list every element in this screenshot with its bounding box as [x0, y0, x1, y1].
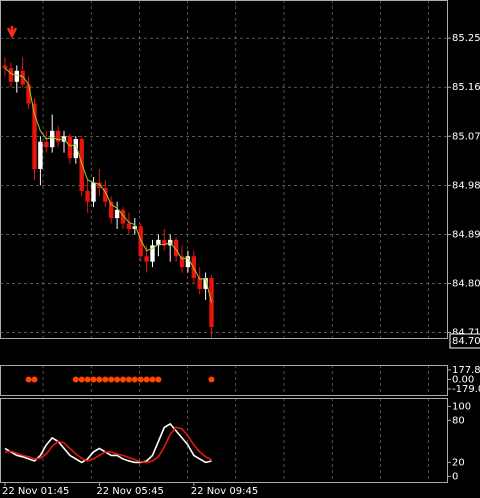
arrow-signal — [6, 26, 18, 39]
y-tick-label: 20 — [452, 457, 465, 468]
candle-body — [156, 239, 161, 246]
signal-dot — [137, 376, 144, 383]
signal-dot — [25, 376, 32, 383]
signal-dot — [72, 376, 79, 383]
y-tick-label: 0 — [452, 471, 458, 482]
candle-body — [97, 182, 102, 189]
y-tick-label: 100 — [452, 401, 471, 412]
y-tick-label: -179.0 — [452, 384, 480, 395]
pane-frame — [0, 398, 448, 483]
candle-body — [197, 278, 202, 289]
signal-dot — [131, 376, 138, 383]
signal-dot — [102, 376, 109, 383]
candle-body — [55, 130, 61, 142]
y-tick-label: 85.250 — [452, 33, 480, 44]
signal-dot — [120, 376, 126, 383]
candle-body — [203, 278, 208, 289]
candle-body — [173, 239, 179, 257]
candle-body — [120, 209, 126, 224]
oscillator-line — [4, 426, 212, 464]
candle-body — [91, 182, 96, 202]
candle-body — [162, 239, 167, 246]
signal-dot — [90, 376, 97, 383]
candle-body — [44, 141, 49, 148]
y-tick-label: 84.890 — [452, 229, 480, 240]
y-tick-label: 177.86 — [452, 365, 480, 376]
candle-body — [50, 130, 55, 148]
candle-body — [132, 226, 137, 229]
candle-body — [179, 256, 185, 268]
candle-body — [8, 68, 14, 82]
candle-body — [38, 141, 43, 169]
candle-body — [126, 223, 132, 229]
candle-body — [114, 209, 120, 219]
price-label: 84.70 — [452, 336, 480, 347]
x-tick-label: 22 Nov 09:45 — [191, 486, 258, 497]
signal-dot — [143, 376, 150, 383]
x-tick-label: 22 Nov 05:45 — [96, 486, 163, 497]
candle-body — [109, 201, 114, 219]
signal-dot — [108, 376, 115, 383]
signal-dot — [149, 376, 156, 383]
y-tick-label: 84.980 — [452, 180, 480, 191]
signal-dot — [31, 376, 38, 383]
candle-body — [67, 136, 73, 159]
candle-body — [85, 190, 90, 202]
signal-dot — [78, 376, 85, 383]
candle-body — [150, 245, 155, 262]
signal-dot — [208, 376, 215, 383]
signal-dot — [125, 376, 132, 383]
candle-body — [103, 188, 108, 202]
candle-body — [138, 226, 143, 257]
candle-body — [32, 103, 37, 169]
candle-body — [14, 70, 19, 82]
candle-body — [26, 84, 31, 104]
x-tick-label: 22 Nov 01:45 — [2, 486, 69, 497]
candle-body — [191, 256, 196, 279]
pane-frame — [0, 365, 448, 396]
candle-body — [144, 256, 149, 262]
y-tick-label: 0.00 — [452, 374, 474, 385]
signal-dot — [114, 376, 121, 383]
signal-dot — [96, 376, 103, 383]
y-tick-label: 85.070 — [452, 131, 480, 142]
oscillator-line — [4, 422, 212, 464]
candle-body — [185, 256, 191, 268]
y-tick-label: 85.160 — [452, 82, 480, 93]
y-tick-label: 84.710 — [452, 328, 480, 339]
candle-body — [2, 65, 8, 69]
y-tick-label: 84.800 — [452, 278, 480, 289]
y-tick-label: 80 — [452, 415, 465, 426]
signal-dot — [155, 376, 162, 383]
moving-average — [4, 67, 212, 303]
candle-body — [20, 70, 25, 85]
signal-dot — [84, 376, 91, 383]
price-box — [449, 333, 480, 349]
pane-frame — [0, 0, 448, 339]
candle-body — [73, 139, 78, 159]
